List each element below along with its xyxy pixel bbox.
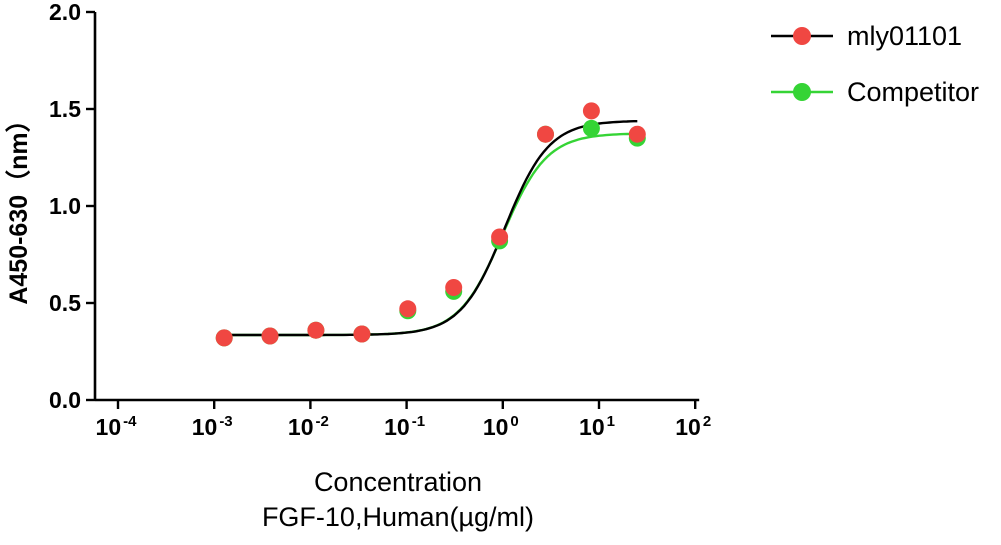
- data-point-mly01101: [215, 329, 233, 347]
- plot-area: 10 -4 10 -3 10 -2 10 -1 10 0 10 1 10 2 0.0 0.5 1.0 1.5 2.0: [49, 0, 711, 440]
- y-tick-label: 0.5: [49, 290, 81, 316]
- y-tick-label: 1.5: [49, 96, 81, 122]
- data-point-mly01101: [582, 102, 600, 120]
- data-point-mly01101: [537, 125, 554, 143]
- x-tick-label: 10 2: [675, 413, 711, 440]
- x-axis-title: Concentration: [314, 467, 482, 497]
- data-point-mly01101: [353, 325, 371, 343]
- y-tick-label: 0.0: [49, 387, 81, 413]
- x-tick-label: 10 -4: [96, 413, 138, 440]
- legend-marker-mly01101: [793, 27, 811, 45]
- x-tick-label: 10 -3: [192, 413, 233, 440]
- x-tick-label: 10 -1: [384, 413, 425, 440]
- data-point-mly01101: [491, 228, 509, 246]
- data-point-mly01101: [399, 300, 417, 318]
- data-point-mly01101: [261, 327, 279, 345]
- x-axis-subtitle: FGF-10,Human(µg/ml): [262, 502, 534, 532]
- data-point-mly01101: [307, 321, 325, 339]
- legend-label-mly01101: mly01101: [847, 21, 962, 51]
- x-tick-label: 10 1: [579, 413, 615, 440]
- fit-curve-Competitor: [221, 132, 638, 337]
- legend-item-competitor: Competitor: [771, 77, 979, 107]
- data-point-mly01101: [445, 279, 463, 296]
- data-point-Competitor: [582, 119, 600, 137]
- x-tick-label: 10 0: [483, 413, 519, 440]
- y-tick-label: 2.0: [49, 0, 81, 25]
- legend-item-mly01101: mly01101: [771, 21, 962, 51]
- x-tick-label: 10 -2: [288, 413, 329, 440]
- legend: mly01101 Competitor: [771, 21, 979, 107]
- y-axis-title: A450-630（nm）: [4, 107, 33, 304]
- data-point-mly01101: [628, 125, 646, 143]
- y-tick-label: 1.0: [49, 193, 81, 219]
- fit-curve-mly01101: [221, 120, 638, 337]
- legend-label-competitor: Competitor: [847, 77, 979, 107]
- legend-marker-competitor: [793, 83, 811, 101]
